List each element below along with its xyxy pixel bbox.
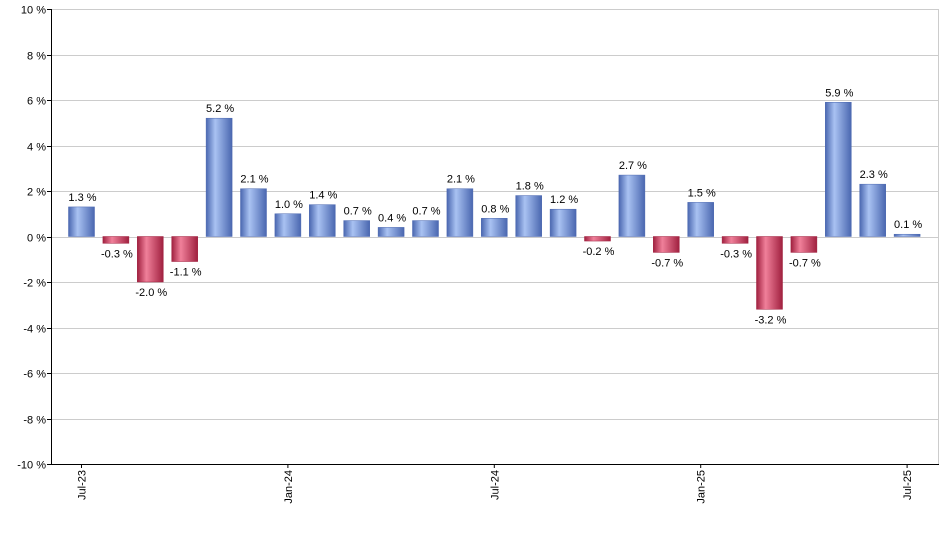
y-tick-label: -10 % xyxy=(17,460,46,472)
bars xyxy=(68,102,921,310)
data-label: -2.0 % xyxy=(135,287,167,299)
bar-apr-25 xyxy=(790,236,818,253)
bar-feb-25 xyxy=(721,236,749,244)
data-label: 2.3 % xyxy=(860,169,888,181)
axes xyxy=(51,9,939,465)
x-tick-label: Jan-24 xyxy=(283,470,295,504)
data-label: 1.5 % xyxy=(688,187,716,199)
bar-jul-23 xyxy=(68,206,95,237)
data-label: 0.8 % xyxy=(481,203,509,215)
bar-dec-23 xyxy=(240,188,267,237)
data-label: 2.7 % xyxy=(619,160,647,172)
bar-jun-24 xyxy=(446,188,474,237)
x-tick-label: Jul-23 xyxy=(77,470,89,500)
data-label: -0.2 % xyxy=(583,246,615,258)
data-labels: 1.3 % -0.3 % -2.0 %-1.1 % 5.2 % 2.1 % 1.0 % 1.… xyxy=(68,87,922,326)
bar-jul-24 xyxy=(481,218,508,237)
y-tick-label: -8 % xyxy=(23,415,46,427)
bar-dec-24 xyxy=(653,236,680,253)
data-label: -0.3 % xyxy=(720,248,752,260)
y-tick-label: 2 % xyxy=(27,187,46,199)
y-tick-label: -6 % xyxy=(23,369,46,381)
bar-may-25 xyxy=(825,102,852,237)
bar-nov-24 xyxy=(618,174,646,237)
y-tick-label: -2 % xyxy=(23,278,46,290)
bar-oct-24 xyxy=(584,236,611,242)
data-label: 1.3 % xyxy=(68,192,96,204)
data-label: -0.3 % xyxy=(101,248,133,260)
data-label: 1.2 % xyxy=(550,194,578,206)
data-label: 1.0 % xyxy=(275,199,303,211)
data-label: 1.4 % xyxy=(309,190,337,202)
data-label: 0.7 % xyxy=(344,206,372,218)
data-label: 1.8 % xyxy=(516,181,544,193)
bar-sep-24 xyxy=(549,208,577,237)
data-label: -0.7 % xyxy=(789,257,821,269)
data-label: 5.2 % xyxy=(206,103,234,115)
bar-sep-23 xyxy=(137,236,164,283)
bar-feb-24 xyxy=(309,204,336,237)
data-label: 2.1 % xyxy=(447,174,475,186)
data-label: -3.2 % xyxy=(755,314,787,326)
x-tick-label: Jul-25 xyxy=(902,470,914,500)
data-label: 5.9 % xyxy=(825,87,853,99)
bar-mar-24 xyxy=(343,220,370,237)
bar-jan-24 xyxy=(274,213,302,237)
bar-nov-23 xyxy=(205,117,233,237)
data-label: 0.7 % xyxy=(412,206,440,218)
data-label: 0.1 % xyxy=(894,219,922,231)
y-tick-label: 6 % xyxy=(27,96,46,108)
y-tick-label: 10 % xyxy=(21,5,46,17)
bar-aug-23 xyxy=(102,236,130,244)
x-axis-ticks: Jul-23 Jan-24 Jul-24 Jan-25 Jul-25 xyxy=(77,464,914,504)
y-tick-label: 0 % xyxy=(27,233,46,245)
bar-jun-25 xyxy=(859,183,886,237)
bar-oct-23 xyxy=(171,236,198,262)
bar-mar-25 xyxy=(756,236,783,310)
data-label: -1.1 % xyxy=(170,267,202,279)
bar-aug-24 xyxy=(515,195,542,237)
x-tick-label: Jul-24 xyxy=(489,470,501,500)
bar-jan-25 xyxy=(687,202,714,237)
bar-apr-24 xyxy=(377,227,405,237)
bar-jul-25 xyxy=(893,233,921,237)
bar-may-24 xyxy=(412,220,439,237)
y-tick-label: -4 % xyxy=(23,324,46,336)
y-tick-label: 4 % xyxy=(27,142,46,154)
x-tick-label: Jan-25 xyxy=(696,470,708,504)
data-label: 0.4 % xyxy=(378,212,406,224)
y-axis-ticks: 10 % 8 % 6 % 4 % 2 % 0 % -2 % -4 % -6 % -8 % -10 % xyxy=(17,5,51,472)
data-label: 2.1 % xyxy=(240,174,268,186)
data-label: -0.7 % xyxy=(651,257,683,269)
y-tick-label: 8 % xyxy=(27,51,46,63)
